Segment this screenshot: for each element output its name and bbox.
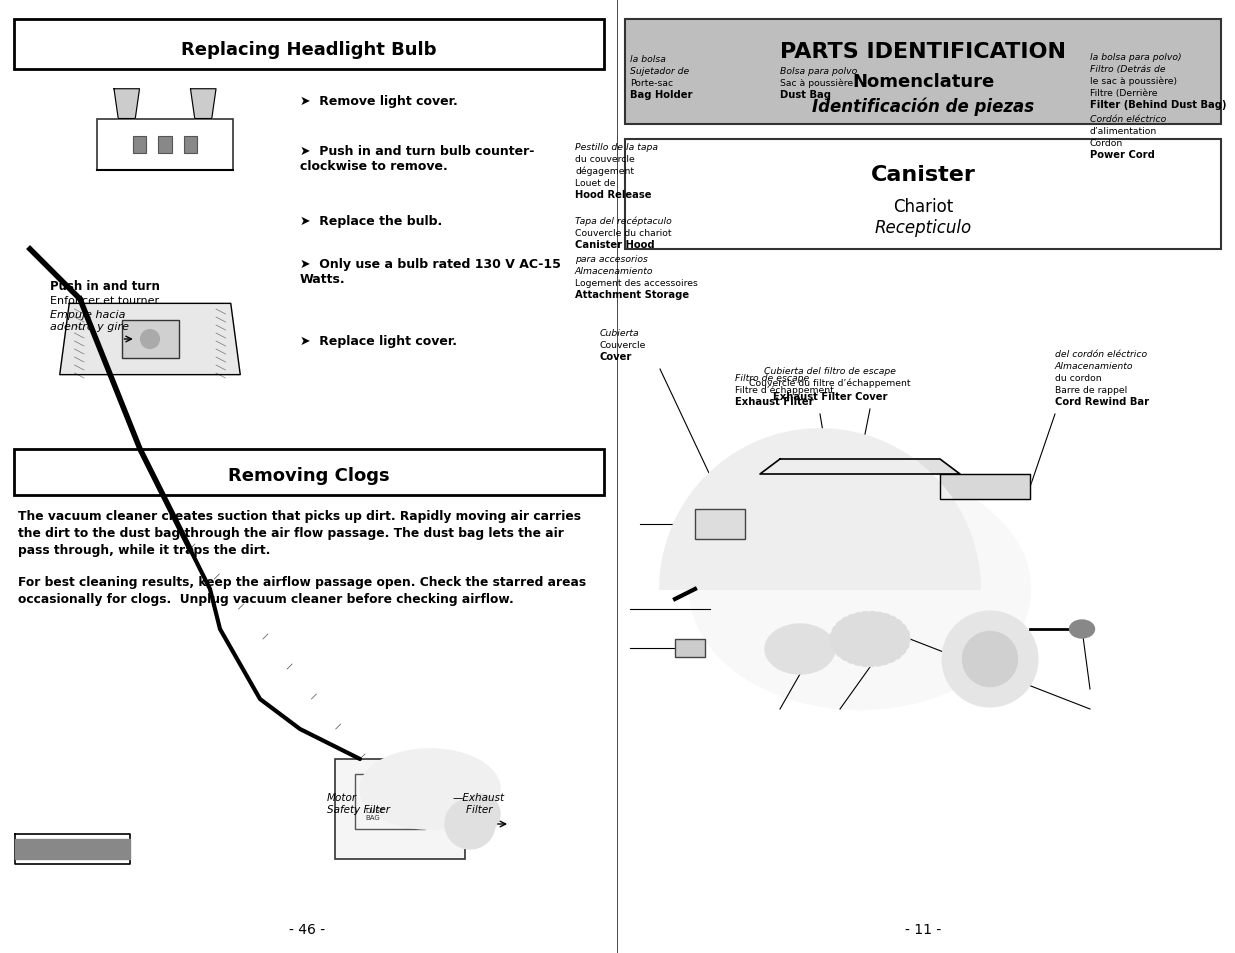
Text: Enfoncer et tourner: Enfoncer et tourner: [49, 295, 159, 306]
Text: Hood Release: Hood Release: [576, 190, 652, 200]
Text: Replacing Headlight Bulb: Replacing Headlight Bulb: [182, 41, 437, 59]
Text: Cover: Cover: [600, 352, 632, 361]
Text: Filtre (Derrière: Filtre (Derrière: [1091, 89, 1157, 98]
Text: Push in and turn: Push in and turn: [49, 280, 159, 293]
Text: Identificación de piezas: Identificación de piezas: [811, 97, 1034, 116]
Text: Barre de rappel: Barre de rappel: [1055, 386, 1128, 395]
Bar: [335, 760, 466, 859]
Wedge shape: [659, 430, 981, 589]
Ellipse shape: [445, 800, 495, 849]
Text: ➤  Replace the bulb.: ➤ Replace the bulb.: [300, 214, 442, 228]
Ellipse shape: [764, 624, 835, 675]
Bar: [354, 774, 425, 829]
Text: du couvercle: du couvercle: [576, 154, 635, 164]
Bar: [184, 136, 198, 153]
Ellipse shape: [942, 612, 1037, 707]
Ellipse shape: [962, 632, 1018, 687]
Text: Logement des accessoires: Logement des accessoires: [576, 278, 698, 288]
Text: Filter (Behind Dust Bag): Filter (Behind Dust Bag): [1091, 100, 1226, 110]
Text: —Exhaust
    Filter: —Exhaust Filter: [453, 792, 505, 814]
Text: - 11 -: - 11 -: [905, 923, 941, 936]
Text: Tapa del recéptaculo: Tapa del recéptaculo: [576, 216, 672, 226]
Text: la bolsa para polvo): la bolsa para polvo): [1091, 53, 1182, 62]
Bar: [14, 450, 604, 496]
Bar: [132, 136, 146, 153]
Text: ➤  Remove light cover.: ➤ Remove light cover.: [300, 95, 458, 108]
Ellipse shape: [459, 794, 500, 834]
Text: Nomenclature: Nomenclature: [852, 73, 994, 91]
Text: le sac à poussière): le sac à poussière): [1091, 76, 1177, 86]
Polygon shape: [190, 90, 216, 119]
Bar: [121, 320, 179, 358]
Text: Canister Hood: Canister Hood: [576, 240, 655, 250]
Bar: [158, 136, 172, 153]
Text: Louet de: Louet de: [576, 179, 615, 188]
Ellipse shape: [359, 749, 500, 829]
Text: Empuje hacia
adentro y gire: Empuje hacia adentro y gire: [49, 310, 128, 332]
Text: du cordon: du cordon: [1055, 374, 1102, 382]
Text: Cordon: Cordon: [1091, 139, 1124, 148]
Text: Porte-sac: Porte-sac: [630, 79, 673, 88]
Text: ➤  Only use a bulb rated 130 V AC-15
Watts.: ➤ Only use a bulb rated 130 V AC-15 Watt…: [300, 257, 561, 286]
Text: Removing Clogs: Removing Clogs: [228, 467, 390, 484]
Text: For best cleaning results, keep the airflow passage open. Check the starred area: For best cleaning results, keep the airf…: [19, 576, 587, 588]
Text: dégagement: dégagement: [576, 167, 634, 175]
Polygon shape: [760, 459, 960, 475]
Bar: [14, 20, 604, 70]
Bar: [625, 20, 1221, 125]
Text: Exhaust Filter: Exhaust Filter: [735, 396, 814, 407]
Text: Chariot: Chariot: [893, 198, 953, 215]
Ellipse shape: [1070, 620, 1094, 639]
Text: - 46 -: - 46 -: [289, 923, 325, 936]
Polygon shape: [940, 475, 1030, 499]
Text: Recepticulo: Recepticulo: [874, 219, 972, 236]
Polygon shape: [15, 840, 130, 859]
Text: Pestillo de la tapa: Pestillo de la tapa: [576, 143, 658, 152]
Text: ➤  Push in and turn bulb counter-
clockwise to remove.: ➤ Push in and turn bulb counter- clockwi…: [300, 145, 535, 172]
Text: Almacenamiento: Almacenamiento: [576, 267, 653, 275]
Text: The vacuum cleaner creates suction that picks up dirt. Rapidly moving air carrie: The vacuum cleaner creates suction that …: [19, 510, 580, 522]
Text: DUST
BAG: DUST BAG: [366, 807, 384, 821]
Text: Filtre d’échappement: Filtre d’échappement: [735, 385, 834, 395]
Ellipse shape: [690, 470, 1030, 709]
Text: ➤  Replace light cover.: ➤ Replace light cover.: [300, 335, 457, 348]
Text: Cubierta del filtro de escape: Cubierta del filtro de escape: [764, 367, 897, 375]
Text: Cordón eléctrico: Cordón eléctrico: [1091, 115, 1166, 124]
Text: Dust Bag: Dust Bag: [781, 90, 831, 100]
Text: Attachment Storage: Attachment Storage: [576, 290, 689, 299]
Text: para accesorios: para accesorios: [576, 254, 648, 264]
Text: PARTS IDENTIFICATION: PARTS IDENTIFICATION: [781, 42, 1066, 62]
Text: Sujetador de: Sujetador de: [630, 67, 689, 76]
Text: Couvercle du chariot: Couvercle du chariot: [576, 229, 672, 237]
Text: the dirt to the dust bag through the air flow passage. The dust bag lets the air: the dirt to the dust bag through the air…: [19, 526, 564, 539]
Bar: [676, 639, 705, 658]
Text: Filtro (Detrás de: Filtro (Detrás de: [1091, 65, 1166, 74]
Polygon shape: [59, 304, 241, 375]
Ellipse shape: [830, 612, 910, 667]
Text: Couvercle: Couvercle: [600, 340, 646, 350]
Text: Couvercle du filtre d’échappement: Couvercle du filtre d’échappement: [750, 378, 910, 388]
Text: del cordón eléctrico: del cordón eléctrico: [1055, 350, 1147, 358]
Text: Almacenamiento: Almacenamiento: [1055, 361, 1134, 371]
Bar: [695, 510, 745, 539]
Text: pass through, while it traps the dirt.: pass through, while it traps the dirt.: [19, 543, 270, 557]
Text: Motor
Safety Filter: Motor Safety Filter: [327, 792, 390, 814]
Text: Sac à poussière: Sac à poussière: [781, 78, 853, 88]
Text: Filtro de escape: Filtro de escape: [735, 374, 809, 382]
Bar: [625, 140, 1221, 250]
Text: Bag Holder: Bag Holder: [630, 90, 693, 100]
Circle shape: [141, 330, 159, 349]
Text: Canister: Canister: [871, 165, 976, 185]
Text: d’alimentation: d’alimentation: [1091, 127, 1157, 136]
Text: Bolsa para polvo: Bolsa para polvo: [781, 67, 857, 76]
Text: la bolsa: la bolsa: [630, 55, 666, 64]
Text: Cord Rewind Bar: Cord Rewind Bar: [1055, 396, 1149, 407]
Bar: [437, 784, 462, 814]
Text: Power Cord: Power Cord: [1091, 150, 1155, 160]
Bar: [98, 119, 233, 171]
Text: Cubierta: Cubierta: [600, 329, 640, 337]
Text: Exhaust Filter Cover: Exhaust Filter Cover: [773, 392, 887, 401]
Text: occasionally for clogs.  Unplug vacuum cleaner before checking airflow.: occasionally for clogs. Unplug vacuum cl…: [19, 593, 514, 605]
Polygon shape: [114, 90, 140, 119]
